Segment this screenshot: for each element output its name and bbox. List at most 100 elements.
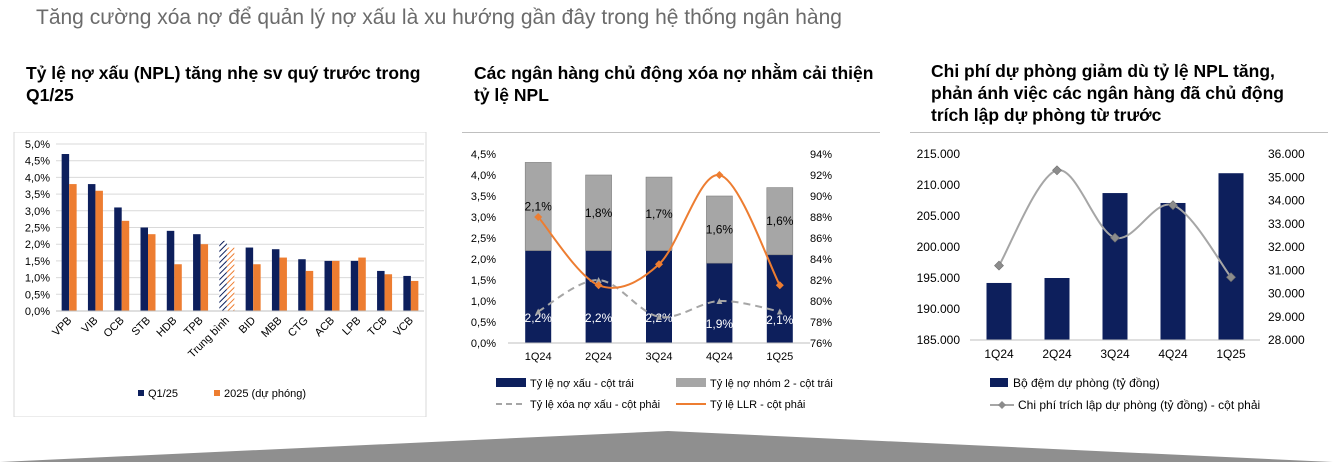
- y-right-tick-label: 28.000: [1268, 333, 1305, 347]
- legend-label-cost: Chi phí trích lập dự phòng (tỷ đồng) - c…: [1018, 398, 1260, 412]
- data-label-npl: 2,2%: [525, 311, 553, 325]
- point-llr: [534, 213, 543, 221]
- point-writeoff: [535, 308, 542, 315]
- legend-label-buffer: Bộ đệm dự phòng (tỷ đồng): [1013, 376, 1160, 390]
- panel1-title: Tỷ lệ nợ xấu (NPL) tăng nhẹ sv quý trước…: [26, 63, 421, 105]
- legend-swatch-buffer: [990, 378, 1008, 387]
- y-right-tick-label: 29.000: [1268, 310, 1305, 324]
- point-llr: [594, 281, 603, 290]
- data-label-group2: 1,7%: [645, 207, 673, 221]
- bar-q1-25: [245, 247, 254, 311]
- point-llr: [655, 260, 663, 269]
- bar-2025-forecast: [332, 260, 340, 311]
- legend-swatch-2025: [214, 390, 220, 396]
- bar-q1-25: [114, 207, 122, 311]
- x-tick-label: CTG: [286, 315, 311, 340]
- y-tick-label: 4,0%: [25, 172, 50, 184]
- bar-q1-25: [61, 154, 70, 311]
- y-right-tick-label: 80%: [810, 296, 832, 308]
- x-tick-label: HDB: [154, 315, 179, 340]
- data-label-npl: 1,9%: [706, 317, 734, 331]
- legend-label-writeoff: Tỷ lệ xóa nợ xấu - cột phải: [530, 399, 660, 411]
- x-tick-label: 4Q24: [706, 351, 733, 363]
- legend-label-q1-25: Q1/25: [148, 388, 178, 400]
- y-right-tick-label: 82%: [810, 275, 832, 287]
- x-tick-label: 3Q24: [1100, 347, 1130, 361]
- bar-q1-25: [166, 230, 175, 311]
- bar-2025-forecast: [121, 220, 130, 311]
- y-tick-label: 3,5%: [25, 189, 50, 201]
- x-tick-label: MBB: [259, 315, 284, 340]
- legend-label-2025: 2025 (dự phóng): [224, 388, 306, 400]
- legend-label-llr: Tỷ lệ LLR - cột phải: [710, 399, 805, 411]
- data-label-group2: 1,8%: [585, 206, 613, 220]
- bar-provision-buffer: [1218, 173, 1244, 340]
- y-left-tick-label: 3,0%: [471, 212, 496, 224]
- y-tick-label: 0,0%: [25, 306, 50, 318]
- point-llr: [715, 171, 724, 179]
- point-writeoff: [716, 298, 723, 304]
- bar-2025-forecast: [410, 280, 419, 311]
- y-left-tick-label: 195.000: [917, 271, 961, 285]
- legend-swatch-q1-25: [138, 390, 144, 396]
- y-left-tick-label: 0,0%: [471, 338, 496, 350]
- bar-npl-ratio: [585, 250, 612, 343]
- bar-2025-forecast: [148, 234, 156, 311]
- y-right-tick-label: 84%: [810, 254, 832, 266]
- y-left-tick-label: 200.000: [917, 240, 961, 254]
- y-left-tick-label: 1,0%: [471, 296, 496, 308]
- legend-marker-cost: [998, 401, 1006, 409]
- bar-group2-ratio: [766, 187, 794, 256]
- y-left-tick-label: 205.000: [917, 209, 961, 223]
- point-provision-cost: [1226, 272, 1236, 283]
- x-tick-label: ACB: [313, 315, 337, 339]
- x-tick-label: VCB: [391, 315, 415, 339]
- x-tick-label: VIB: [80, 315, 101, 336]
- bar-npl-ratio: [766, 254, 793, 343]
- y-left-tick-label: 0,5%: [471, 317, 496, 329]
- y-left-tick-label: 3,5%: [471, 191, 496, 203]
- bar-group2-ratio: [524, 162, 552, 251]
- x-tick-label: 4Q24: [1158, 347, 1188, 361]
- bar-provision-buffer: [1102, 193, 1128, 340]
- y-tick-label: 1,0%: [25, 273, 50, 285]
- legend-swatch-npl: [496, 378, 526, 387]
- y-left-tick-label: 185.000: [917, 333, 961, 347]
- page-headline: Tăng cường xóa nợ để quản lý nợ xấu là x…: [36, 6, 842, 29]
- bar-provision-buffer: [1044, 278, 1070, 340]
- y-left-tick-label: 1,5%: [471, 275, 496, 287]
- bar-2025-forecast: [174, 264, 182, 311]
- y-right-tick-label: 30.000: [1268, 287, 1305, 301]
- x-tick-label: 3Q24: [646, 351, 673, 363]
- point-llr: [775, 281, 784, 290]
- y-left-tick-label: 190.000: [917, 302, 961, 316]
- bar-group2-ratio: [706, 195, 733, 264]
- y-tick-label: 5,0%: [25, 139, 50, 151]
- bar-provision-buffer: [986, 282, 1012, 340]
- y-left-tick-label: 210.000: [917, 178, 961, 192]
- x-tick-label: BID: [237, 315, 258, 336]
- bar-group2-ratio: [645, 176, 673, 251]
- data-label-npl: 2,1%: [766, 313, 794, 327]
- writeoff-chart: 0,0% 0,5% 1,0% 1,5% 2,0% 2,5% 3,0% 3,5% 4,0% 4,5%…: [462, 132, 880, 411]
- x-tick-label: 1Q24: [984, 347, 1014, 361]
- x-tick-label: 1Q24: [525, 351, 552, 363]
- bar-2025-forecast: [226, 247, 235, 311]
- y-right-tick-label: 31.000: [1268, 263, 1305, 277]
- x-tick-label: LPB: [340, 315, 363, 338]
- x-tick-label: OCB: [101, 315, 126, 340]
- bar-2025-forecast: [384, 274, 393, 311]
- y-right-tick-label: 86%: [810, 233, 832, 245]
- x-tick-label: 1Q25: [1216, 347, 1246, 361]
- y-right-tick-label: 88%: [810, 212, 832, 224]
- panel3-title: Chi phí dự phòng giảm dù tỷ lệ NPL tăng,…: [931, 61, 1284, 125]
- y-right-tick-label: 92%: [810, 170, 832, 182]
- y-right-tick-label: 32.000: [1268, 240, 1305, 254]
- legend-label-npl: Tỷ lệ nợ xấu - cột trái: [530, 378, 634, 390]
- data-label-group2: 2,1%: [525, 200, 553, 214]
- panel2-title: Các ngân hàng chủ động xóa nợ nhằm cải t…: [474, 63, 874, 105]
- x-tick-label: VPB: [50, 315, 74, 339]
- bar-q1-25: [324, 260, 332, 311]
- point-provision-cost: [1052, 165, 1062, 176]
- y-right-tick-label: 78%: [810, 317, 832, 329]
